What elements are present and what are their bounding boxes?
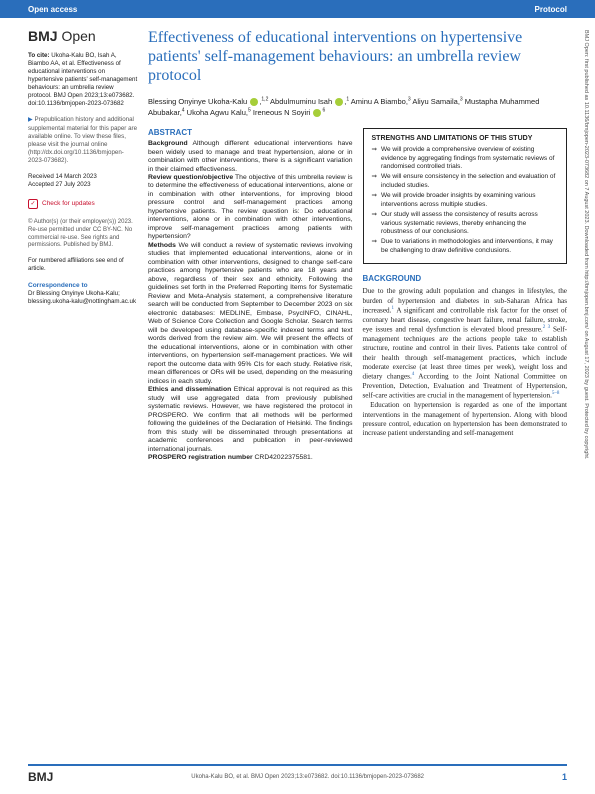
abs-et: Ethical approval is not required as this… <box>148 386 353 452</box>
right-column: STRENGTHS AND LIMITATIONS OF THIS STUDY … <box>363 128 568 462</box>
ref-sup[interactable]: 5–8 <box>552 391 560 396</box>
author: Aminu A Biambo <box>351 97 406 106</box>
left-column: BMJ Open To cite: Ukoha-Kalu BO, Isah A,… <box>28 28 138 758</box>
background-text: Due to the growing adult population and … <box>363 287 568 438</box>
affil-sup: 1,2 <box>261 96 268 102</box>
corr-email[interactable]: blessing.ukoha-kalu@nottingham.ac.uk <box>28 298 138 306</box>
orcid-icon[interactable] <box>313 109 321 117</box>
abs-me: We will conduct a review of systematic r… <box>148 242 353 385</box>
box-item-text: We will provide a comprehensive overview… <box>381 146 558 171</box>
arrow-icon: ⇒ <box>372 146 377 171</box>
accepted-date: Accepted 27 July 2023 <box>28 181 138 189</box>
citation-block: To cite: Ukoha-Kalu BO, Isah A, Biambo A… <box>28 52 138 108</box>
box-item-text: We will provide broader insights by exam… <box>381 192 558 209</box>
abs-bg-h: Background <box>148 140 188 147</box>
main-column: Effectiveness of educational interventio… <box>148 28 567 758</box>
box-list: ⇒We will provide a comprehensive overvie… <box>372 146 559 255</box>
cite-lead: To cite: <box>28 52 50 59</box>
journal-logo: BMJ Open <box>28 28 138 44</box>
orcid-icon[interactable] <box>250 98 258 106</box>
author: Abdulmuminu Isah <box>270 97 332 106</box>
ref-sup[interactable]: 2 3 <box>543 325 550 330</box>
arrow-icon: ⇒ <box>372 211 377 236</box>
arrow-icon: ⇒ <box>372 238 377 255</box>
check-label: Check for updates <box>42 200 95 207</box>
abs-rq-h: Review question/objective <box>148 174 233 181</box>
bg-p: A significant and controllable risk fact… <box>363 306 568 333</box>
affil-sup: 1 <box>346 96 349 102</box>
dates-block: Received 14 March 2023 Accepted 27 July … <box>28 173 138 189</box>
abs-reg-h: PROSPERO registration number <box>148 454 253 461</box>
background-heading: BACKGROUND <box>363 274 568 283</box>
affiliations-note: For numbered affiliations see end of art… <box>28 258 138 274</box>
authors-list: Blessing Onyinye Ukoha-Kalu ,1,2 Abdulmu… <box>148 96 567 119</box>
abstract-column: ABSTRACT Background Although different e… <box>148 128 353 462</box>
affil-sup: 5 <box>248 107 251 113</box>
footer: BMJ Ukoha-Kalu BO, et al. BMJ Open 2023;… <box>28 764 567 784</box>
logo-name: BMJ <box>28 28 58 44</box>
affil-sup: 4 <box>182 107 185 113</box>
check-icon: ✓ <box>28 199 38 209</box>
top-bar: Open access Protocol <box>0 0 595 18</box>
page-number: 1 <box>562 772 567 782</box>
box-heading: STRENGTHS AND LIMITATIONS OF THIS STUDY <box>372 135 559 142</box>
content-area: BMJ Open To cite: Ukoha-Kalu BO, Isah A,… <box>0 18 595 758</box>
orcid-icon[interactable] <box>335 98 343 106</box>
article-title: Effectiveness of educational interventio… <box>148 28 567 86</box>
box-item-text: Due to variations in methodologies and i… <box>381 238 558 255</box>
footer-citation: Ukoha-Kalu BO, et al. BMJ Open 2023;13:e… <box>191 774 424 780</box>
author: Ireneous N Soyiri <box>253 108 311 117</box>
box-item: ⇒We will provide broader insights by exa… <box>372 192 559 209</box>
affil-sup: 3 <box>460 96 463 102</box>
box-item-text: We will ensure consistency in the select… <box>381 173 558 190</box>
open-access-label: Open access <box>28 5 77 14</box>
footer-logo: BMJ <box>28 770 53 784</box>
vertical-sidebar-text: BMJ Open: first published as 10.1136/bmj… <box>583 30 589 750</box>
cite-text: Ukoha-Kalu BO, Isah A, Biambo AA, et al.… <box>28 52 137 107</box>
correspondence-block: Correspondence to Dr Blessing Onyinye Uk… <box>28 282 138 307</box>
author: Ukoha Agwu Kalu <box>187 108 246 117</box>
bg-p: Education on hypertension is regarded as… <box>363 401 568 437</box>
abs-rq: The objective of this umbrella review is… <box>148 174 353 240</box>
affil-sup: 6 <box>322 107 325 113</box>
corr-name: Dr Blessing Onyinye Ukoha-Kalu; <box>28 290 138 298</box>
supplemental-note: Prepublication history and additional su… <box>28 116 138 164</box>
check-updates[interactable]: ✓ Check for updates <box>28 199 138 209</box>
abs-reg: CRD42022375581. <box>253 454 313 461</box>
received-date: Received 14 March 2023 <box>28 173 138 181</box>
abstract-heading: ABSTRACT <box>148 128 353 137</box>
logo-sub: Open <box>61 28 95 44</box>
article-type-label: Protocol <box>535 5 567 14</box>
box-item-text: Our study will assess the consistency of… <box>381 211 558 236</box>
box-item: ⇒We will ensure consistency in the selec… <box>372 173 559 190</box>
box-item: ⇒We will provide a comprehensive overvie… <box>372 146 559 171</box>
affil-sup: 3 <box>408 96 411 102</box>
two-column-body: ABSTRACT Background Although different e… <box>148 128 567 462</box>
copyright-block: © Author(s) (or their employer(s)) 2023.… <box>28 219 138 250</box>
strengths-box: STRENGTHS AND LIMITATIONS OF THIS STUDY … <box>363 128 568 264</box>
box-item: ⇒Due to variations in methodologies and … <box>372 238 559 255</box>
box-item: ⇒Our study will assess the consistency o… <box>372 211 559 236</box>
corr-heading: Correspondence to <box>28 282 138 290</box>
arrow-icon: ⇒ <box>372 173 377 190</box>
page: Open access Protocol BMJ Open To cite: U… <box>0 0 595 794</box>
abs-et-h: Ethics and dissemination <box>148 386 231 393</box>
author: Aliyu Samaila <box>412 97 457 106</box>
abstract-text: Background Although different educationa… <box>148 140 353 462</box>
author: Blessing Onyinye Ukoha-Kalu <box>148 97 247 106</box>
arrow-icon: ⇒ <box>372 192 377 209</box>
abs-me-h: Methods <box>148 242 176 249</box>
